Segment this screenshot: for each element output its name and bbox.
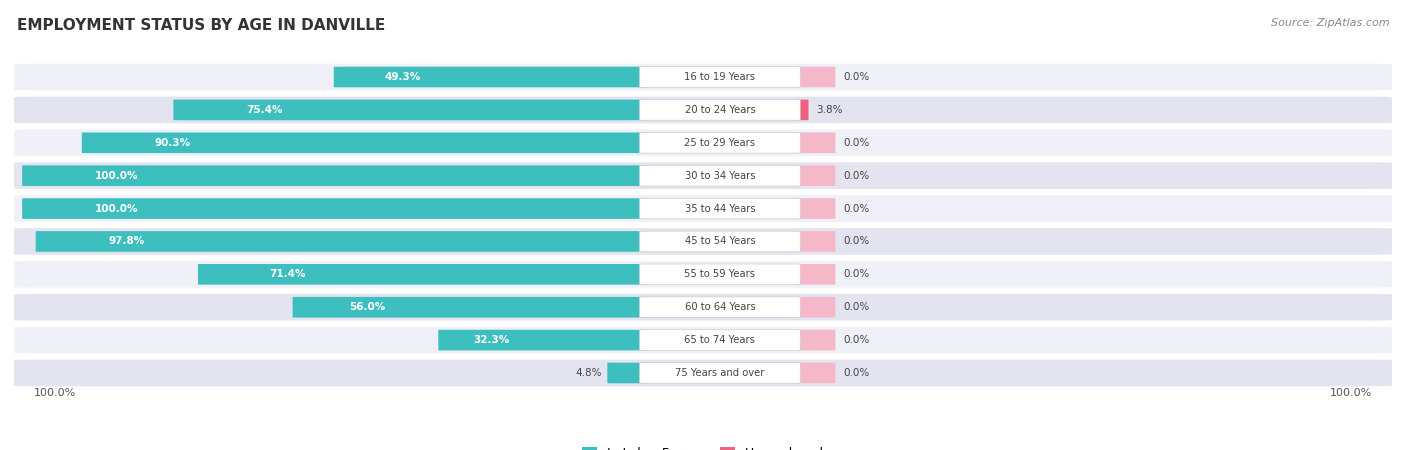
FancyBboxPatch shape — [14, 360, 1392, 386]
FancyBboxPatch shape — [640, 198, 800, 219]
FancyBboxPatch shape — [35, 231, 648, 252]
FancyBboxPatch shape — [640, 165, 800, 186]
Text: 100.0%: 100.0% — [34, 388, 76, 398]
FancyBboxPatch shape — [640, 264, 800, 285]
FancyBboxPatch shape — [794, 264, 835, 285]
FancyBboxPatch shape — [14, 327, 1392, 353]
FancyBboxPatch shape — [794, 198, 835, 219]
FancyBboxPatch shape — [333, 67, 648, 87]
Text: 0.0%: 0.0% — [844, 203, 870, 214]
FancyBboxPatch shape — [14, 130, 1392, 156]
Legend: In Labor Force, Unemployed: In Labor Force, Unemployed — [576, 442, 830, 450]
FancyBboxPatch shape — [14, 64, 1392, 90]
Text: 35 to 44 Years: 35 to 44 Years — [685, 203, 755, 214]
Text: 75 Years and over: 75 Years and over — [675, 368, 765, 378]
Text: 71.4%: 71.4% — [269, 270, 305, 279]
FancyBboxPatch shape — [794, 132, 835, 153]
FancyBboxPatch shape — [292, 297, 648, 318]
Text: 3.8%: 3.8% — [817, 105, 844, 115]
FancyBboxPatch shape — [14, 97, 1392, 123]
Text: 16 to 19 Years: 16 to 19 Years — [685, 72, 755, 82]
Text: 0.0%: 0.0% — [844, 368, 870, 378]
Text: 0.0%: 0.0% — [844, 236, 870, 247]
FancyBboxPatch shape — [14, 294, 1392, 320]
Text: 90.3%: 90.3% — [155, 138, 191, 148]
FancyBboxPatch shape — [173, 99, 648, 120]
FancyBboxPatch shape — [22, 165, 648, 186]
FancyBboxPatch shape — [640, 132, 800, 153]
Text: 56.0%: 56.0% — [350, 302, 385, 312]
FancyBboxPatch shape — [82, 132, 648, 153]
Text: 0.0%: 0.0% — [844, 138, 870, 148]
FancyBboxPatch shape — [794, 363, 835, 383]
FancyBboxPatch shape — [14, 162, 1392, 189]
FancyBboxPatch shape — [640, 330, 800, 351]
FancyBboxPatch shape — [439, 330, 648, 351]
FancyBboxPatch shape — [794, 231, 835, 252]
Text: 4.8%: 4.8% — [575, 368, 602, 378]
Text: 0.0%: 0.0% — [844, 302, 870, 312]
Text: 100.0%: 100.0% — [96, 203, 139, 214]
Text: 100.0%: 100.0% — [96, 171, 139, 180]
Text: 20 to 24 Years: 20 to 24 Years — [685, 105, 755, 115]
FancyBboxPatch shape — [794, 165, 835, 186]
Text: 100.0%: 100.0% — [1330, 388, 1372, 398]
FancyBboxPatch shape — [640, 363, 800, 383]
FancyBboxPatch shape — [794, 297, 835, 318]
FancyBboxPatch shape — [198, 264, 648, 285]
FancyBboxPatch shape — [640, 231, 800, 252]
Text: 60 to 64 Years: 60 to 64 Years — [685, 302, 755, 312]
Text: 55 to 59 Years: 55 to 59 Years — [685, 270, 755, 279]
Text: 49.3%: 49.3% — [385, 72, 420, 82]
FancyBboxPatch shape — [14, 261, 1392, 288]
FancyBboxPatch shape — [794, 330, 835, 351]
Text: 0.0%: 0.0% — [844, 335, 870, 345]
Text: 0.0%: 0.0% — [844, 171, 870, 180]
Text: 45 to 54 Years: 45 to 54 Years — [685, 236, 755, 247]
Text: EMPLOYMENT STATUS BY AGE IN DANVILLE: EMPLOYMENT STATUS BY AGE IN DANVILLE — [17, 18, 385, 33]
Text: 65 to 74 Years: 65 to 74 Years — [685, 335, 755, 345]
Text: 97.8%: 97.8% — [108, 236, 145, 247]
FancyBboxPatch shape — [607, 363, 648, 383]
Text: 30 to 34 Years: 30 to 34 Years — [685, 171, 755, 180]
FancyBboxPatch shape — [794, 99, 808, 120]
FancyBboxPatch shape — [22, 198, 648, 219]
FancyBboxPatch shape — [14, 195, 1392, 222]
FancyBboxPatch shape — [640, 67, 800, 87]
FancyBboxPatch shape — [794, 67, 835, 87]
Text: 0.0%: 0.0% — [844, 72, 870, 82]
Text: 32.3%: 32.3% — [474, 335, 510, 345]
Text: 25 to 29 Years: 25 to 29 Years — [685, 138, 755, 148]
FancyBboxPatch shape — [640, 99, 800, 120]
FancyBboxPatch shape — [640, 297, 800, 318]
Text: 0.0%: 0.0% — [844, 270, 870, 279]
FancyBboxPatch shape — [14, 228, 1392, 255]
Text: Source: ZipAtlas.com: Source: ZipAtlas.com — [1271, 18, 1389, 28]
Text: 75.4%: 75.4% — [246, 105, 283, 115]
